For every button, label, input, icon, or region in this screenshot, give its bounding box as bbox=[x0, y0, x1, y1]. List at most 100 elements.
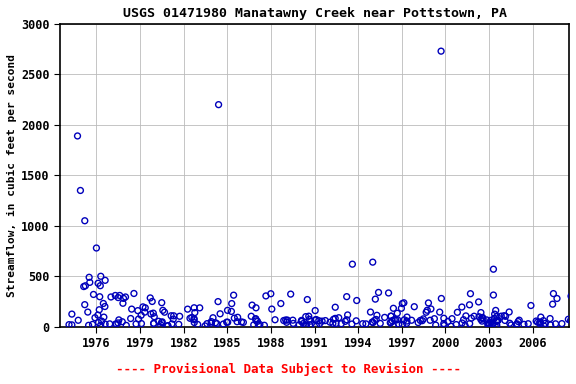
Point bbox=[410, 304, 419, 310]
Point bbox=[251, 316, 260, 322]
Point bbox=[460, 323, 469, 329]
Point bbox=[303, 296, 312, 303]
Point bbox=[207, 318, 216, 324]
Point bbox=[169, 313, 179, 319]
Point bbox=[491, 307, 501, 313]
Point bbox=[282, 319, 291, 325]
Point bbox=[403, 314, 412, 320]
Point bbox=[492, 318, 501, 324]
Point bbox=[336, 321, 346, 327]
Point bbox=[190, 316, 199, 323]
Point bbox=[546, 322, 555, 328]
Point bbox=[475, 314, 484, 320]
Point bbox=[484, 321, 493, 327]
Point bbox=[331, 315, 340, 321]
Point bbox=[474, 299, 483, 305]
Point bbox=[281, 317, 290, 323]
Point bbox=[397, 300, 407, 306]
Point bbox=[426, 306, 435, 312]
Point bbox=[389, 305, 398, 311]
Point bbox=[317, 318, 327, 324]
Point bbox=[122, 322, 131, 328]
Point bbox=[118, 319, 127, 325]
Title: USGS 01471980 Manatawny Creek near Pottstown, PA: USGS 01471980 Manatawny Creek near Potts… bbox=[123, 7, 506, 20]
Point bbox=[114, 317, 123, 323]
Point bbox=[465, 321, 474, 327]
Point bbox=[305, 316, 314, 323]
Point bbox=[253, 318, 262, 324]
Point bbox=[536, 321, 545, 327]
Point bbox=[414, 319, 423, 326]
Point bbox=[545, 316, 555, 322]
Point bbox=[137, 312, 146, 318]
Point bbox=[90, 314, 100, 321]
Point bbox=[457, 304, 467, 310]
Point bbox=[488, 320, 497, 326]
Point bbox=[566, 293, 575, 299]
Point bbox=[512, 321, 521, 328]
Point bbox=[93, 312, 103, 318]
Point bbox=[233, 314, 242, 320]
Point bbox=[190, 316, 199, 322]
Point bbox=[187, 314, 196, 321]
Point bbox=[115, 292, 124, 298]
Point bbox=[157, 300, 166, 306]
Point bbox=[310, 308, 320, 314]
Point bbox=[524, 321, 533, 327]
Point bbox=[423, 307, 432, 313]
Point bbox=[81, 283, 90, 289]
Point bbox=[227, 301, 236, 307]
Point bbox=[461, 313, 471, 319]
Point bbox=[158, 319, 167, 325]
Point bbox=[402, 318, 411, 324]
Point bbox=[352, 298, 361, 304]
Point bbox=[484, 321, 494, 328]
Point bbox=[501, 317, 510, 323]
Point bbox=[306, 318, 316, 324]
Point bbox=[499, 313, 509, 319]
Point bbox=[222, 319, 232, 325]
Point bbox=[372, 316, 381, 323]
Point bbox=[254, 322, 263, 328]
Point bbox=[80, 218, 89, 224]
Point bbox=[276, 300, 286, 306]
Point bbox=[262, 293, 271, 299]
Point bbox=[476, 316, 486, 323]
Point bbox=[92, 245, 101, 251]
Point bbox=[348, 261, 357, 267]
Point bbox=[426, 317, 435, 323]
Point bbox=[386, 313, 396, 319]
Point bbox=[312, 323, 321, 329]
Point bbox=[267, 306, 276, 312]
Point bbox=[96, 283, 105, 289]
Point bbox=[149, 321, 158, 327]
Point bbox=[493, 318, 502, 324]
Point bbox=[398, 321, 407, 328]
Point bbox=[85, 279, 94, 285]
Point bbox=[444, 318, 453, 324]
Point bbox=[100, 303, 109, 310]
Point bbox=[312, 316, 321, 323]
Point bbox=[402, 320, 411, 326]
Point bbox=[101, 277, 110, 283]
Point bbox=[140, 309, 149, 315]
Point bbox=[74, 317, 83, 323]
Point bbox=[249, 322, 259, 328]
Point bbox=[367, 319, 377, 325]
Point bbox=[539, 318, 548, 324]
Point bbox=[149, 320, 158, 326]
Point bbox=[251, 316, 260, 322]
Point bbox=[331, 320, 340, 326]
Point bbox=[238, 319, 248, 326]
Point bbox=[397, 305, 406, 311]
Point bbox=[372, 312, 381, 318]
Point bbox=[297, 318, 306, 324]
Point bbox=[315, 321, 324, 327]
Point bbox=[513, 321, 522, 327]
Point bbox=[483, 321, 492, 328]
Point bbox=[163, 323, 172, 329]
Point bbox=[384, 290, 393, 296]
Point bbox=[369, 319, 378, 326]
Point bbox=[297, 318, 306, 324]
Point bbox=[65, 321, 74, 328]
